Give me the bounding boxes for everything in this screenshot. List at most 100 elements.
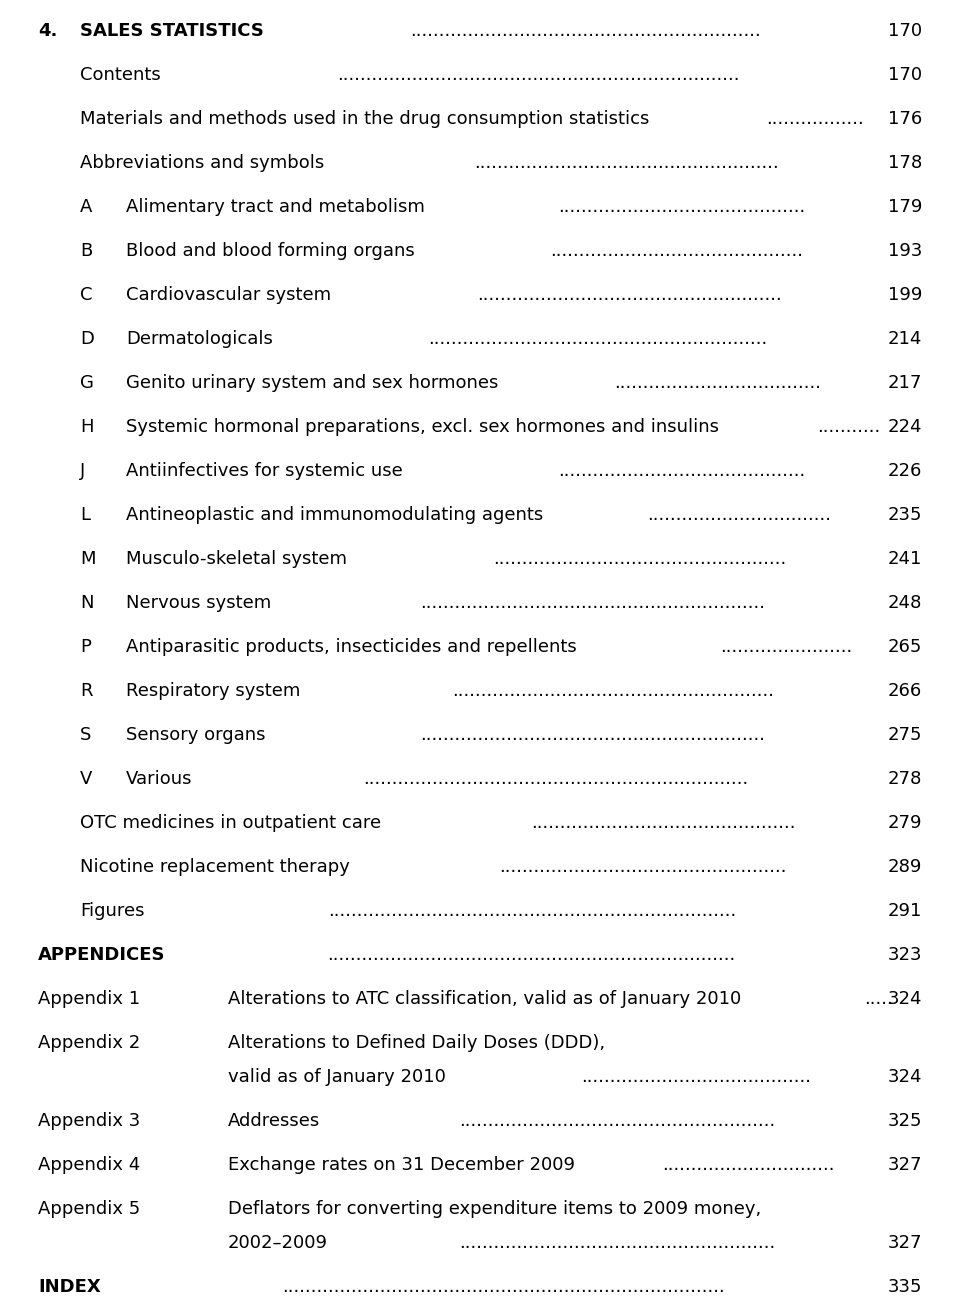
- Text: 289: 289: [888, 857, 922, 876]
- Text: 335: 335: [887, 1278, 922, 1296]
- Text: 266: 266: [888, 683, 922, 699]
- Text: A: A: [80, 198, 92, 217]
- Text: ...................................................................: ........................................…: [363, 770, 749, 788]
- Text: Appendix 3: Appendix 3: [38, 1112, 140, 1130]
- Text: 323: 323: [887, 946, 922, 964]
- Text: Alterations to ATC classification, valid as of January 2010: Alterations to ATC classification, valid…: [228, 990, 741, 1007]
- Text: 327: 327: [887, 1156, 922, 1174]
- Text: ..............................................: ........................................…: [531, 814, 796, 833]
- Text: Blood and blood forming organs: Blood and blood forming organs: [126, 241, 415, 260]
- Text: L: L: [80, 506, 90, 525]
- Text: 279: 279: [887, 814, 922, 833]
- Text: Respiratory system: Respiratory system: [126, 683, 300, 699]
- Text: P: P: [80, 638, 91, 656]
- Text: S: S: [80, 726, 91, 744]
- Text: J: J: [80, 462, 85, 480]
- Text: B: B: [80, 241, 92, 260]
- Text: 248: 248: [888, 594, 922, 612]
- Text: SALES STATISTICS: SALES STATISTICS: [80, 22, 264, 40]
- Text: ....................................: ....................................: [614, 375, 822, 392]
- Text: Deflators for converting expenditure items to 2009 money,: Deflators for converting expenditure ite…: [228, 1201, 761, 1218]
- Text: OTC medicines in outpatient care: OTC medicines in outpatient care: [80, 814, 381, 833]
- Text: 214: 214: [888, 330, 922, 348]
- Text: valid as of January 2010: valid as of January 2010: [228, 1067, 445, 1086]
- Text: Musculo-skeletal system: Musculo-skeletal system: [126, 549, 347, 568]
- Text: 170: 170: [888, 67, 922, 84]
- Text: .............................................................: ........................................…: [410, 22, 761, 40]
- Text: Appendix 4: Appendix 4: [38, 1156, 140, 1174]
- Text: 325: 325: [887, 1112, 922, 1130]
- Text: Systemic hormonal preparations, excl. sex hormones and insulins: Systemic hormonal preparations, excl. se…: [126, 418, 719, 436]
- Text: 4.: 4.: [38, 22, 58, 40]
- Text: ........................................: ........................................: [581, 1067, 810, 1086]
- Text: Various: Various: [126, 770, 193, 788]
- Text: Appendix 5: Appendix 5: [38, 1201, 140, 1218]
- Text: .....: .....: [865, 990, 894, 1007]
- Text: Sensory organs: Sensory organs: [126, 726, 266, 744]
- Text: ................................: ................................: [647, 506, 831, 525]
- Text: M: M: [80, 549, 95, 568]
- Text: 199: 199: [888, 286, 922, 304]
- Text: ..............................: ..............................: [661, 1156, 834, 1174]
- Text: Figures: Figures: [80, 902, 145, 920]
- Text: C: C: [80, 286, 92, 304]
- Text: .......................................................: ........................................…: [459, 1112, 776, 1130]
- Text: APPENDICES: APPENDICES: [38, 946, 165, 964]
- Text: 2002–2009: 2002–2009: [228, 1235, 328, 1251]
- Text: D: D: [80, 330, 94, 348]
- Text: Addresses: Addresses: [228, 1112, 321, 1130]
- Text: Abbreviations and symbols: Abbreviations and symbols: [80, 154, 324, 172]
- Text: ...........................................................: ........................................…: [428, 330, 767, 348]
- Text: 179: 179: [888, 198, 922, 217]
- Text: H: H: [80, 418, 93, 436]
- Text: 170: 170: [888, 22, 922, 40]
- Text: 217: 217: [888, 375, 922, 392]
- Text: Alterations to Defined Daily Doses (DDD),: Alterations to Defined Daily Doses (DDD)…: [228, 1034, 605, 1052]
- Text: Genito urinary system and sex hormones: Genito urinary system and sex hormones: [126, 375, 498, 392]
- Text: Antiparasitic products, insecticides and repellents: Antiparasitic products, insecticides and…: [126, 638, 577, 656]
- Text: 324: 324: [887, 1067, 922, 1086]
- Text: Appendix 2: Appendix 2: [38, 1034, 140, 1052]
- Text: 241: 241: [888, 549, 922, 568]
- Text: 275: 275: [887, 726, 922, 744]
- Text: Antiinfectives for systemic use: Antiinfectives for systemic use: [126, 462, 403, 480]
- Text: 324: 324: [887, 990, 922, 1007]
- Text: ...........................................: ........................................…: [558, 198, 805, 217]
- Text: .....................................................: ........................................…: [474, 154, 780, 172]
- Text: 193: 193: [888, 241, 922, 260]
- Text: ........................................................: ........................................…: [452, 683, 775, 699]
- Text: 278: 278: [888, 770, 922, 788]
- Text: 226: 226: [888, 462, 922, 480]
- Text: Alimentary tract and metabolism: Alimentary tract and metabolism: [126, 198, 425, 217]
- Text: 224: 224: [887, 418, 922, 436]
- Text: ............................................................: ........................................…: [420, 726, 765, 744]
- Text: .......................................................: ........................................…: [459, 1235, 776, 1251]
- Text: 235: 235: [887, 506, 922, 525]
- Text: ............................................................: ........................................…: [420, 594, 765, 612]
- Text: .................: .................: [767, 110, 864, 128]
- Text: Materials and methods used in the drug consumption statistics: Materials and methods used in the drug c…: [80, 110, 649, 128]
- Text: ...................................................: ........................................…: [492, 549, 786, 568]
- Text: 291: 291: [888, 902, 922, 920]
- Text: Exchange rates on 31 December 2009: Exchange rates on 31 December 2009: [228, 1156, 575, 1174]
- Text: .............................................................................: ........................................…: [281, 1278, 725, 1296]
- Text: R: R: [80, 683, 92, 699]
- Text: .......................................................................: ........................................…: [328, 902, 737, 920]
- Text: Dermatologicals: Dermatologicals: [126, 330, 273, 348]
- Text: .......................................................................: ........................................…: [327, 946, 735, 964]
- Text: ......................................................................: ........................................…: [337, 67, 739, 84]
- Text: N: N: [80, 594, 93, 612]
- Text: V: V: [80, 770, 92, 788]
- Text: INDEX: INDEX: [38, 1278, 101, 1296]
- Text: Nicotine replacement therapy: Nicotine replacement therapy: [80, 857, 349, 876]
- Text: Antineoplastic and immunomodulating agents: Antineoplastic and immunomodulating agen…: [126, 506, 543, 525]
- Text: Appendix 1: Appendix 1: [38, 990, 140, 1007]
- Text: Contents: Contents: [80, 67, 160, 84]
- Text: 178: 178: [888, 154, 922, 172]
- Text: .....................................................: ........................................…: [476, 286, 781, 304]
- Text: 327: 327: [887, 1235, 922, 1251]
- Text: ...........................................: ........................................…: [558, 462, 805, 480]
- Text: Nervous system: Nervous system: [126, 594, 272, 612]
- Text: ...........: ...........: [817, 418, 880, 436]
- Text: ............................................: ........................................…: [550, 241, 803, 260]
